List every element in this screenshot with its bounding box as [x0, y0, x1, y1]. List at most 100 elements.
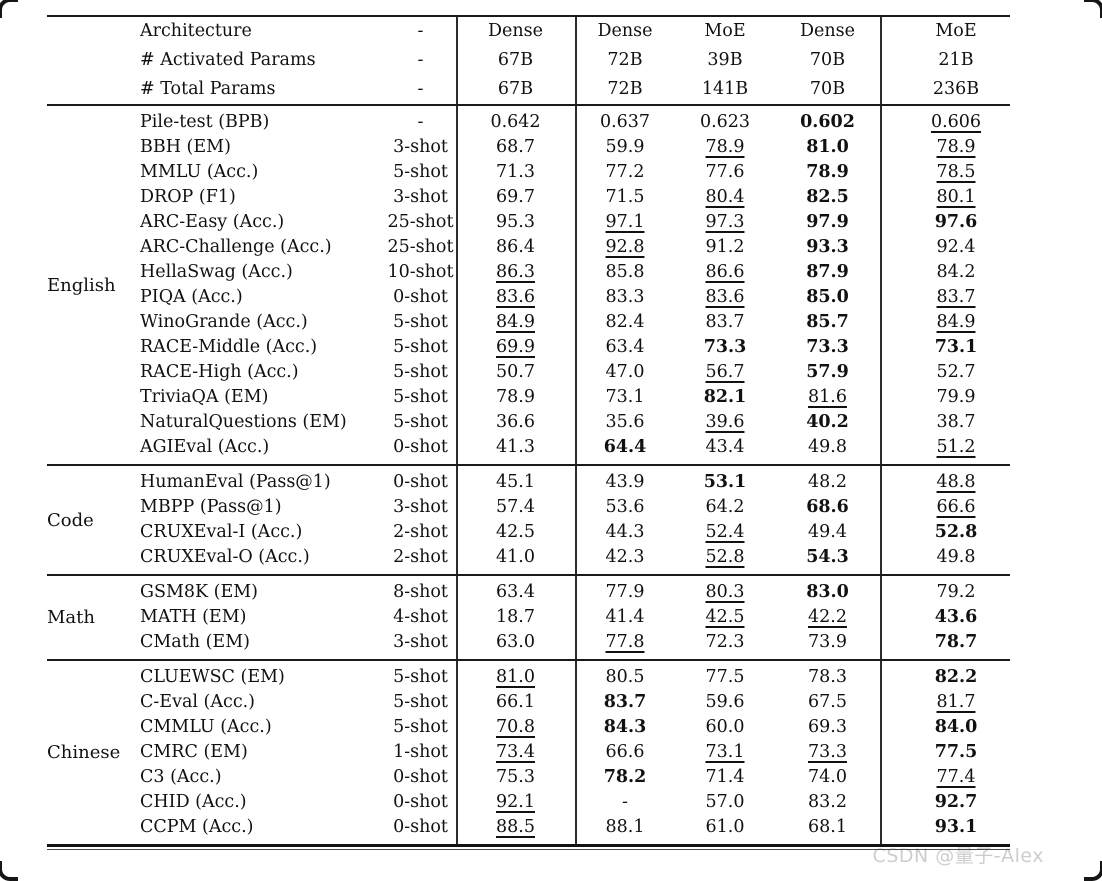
section-english: English Pile-test (BPB) - 0.642 0.637 0.623 0.…	[47, 106, 1010, 464]
score-cell: 84.3	[603, 717, 647, 737]
section-chinese: Chinese CLUEWSC (EM) 5-shot 81.0 80.5 77.5 78.…	[47, 661, 1010, 844]
score-cell: 86.6	[705, 262, 745, 282]
score-cell: 81.0	[806, 137, 849, 157]
score-cell: 95.3	[496, 212, 535, 232]
score-cell: 57.0	[705, 792, 745, 812]
section-divider-rule	[47, 464, 1010, 466]
score-cell: Dense	[597, 21, 653, 41]
shot-count: 0-shot	[393, 792, 448, 812]
score-cell: 69.3	[808, 717, 847, 737]
shot-count: 8-shot	[393, 582, 448, 602]
score-cell: 78.2	[603, 767, 647, 787]
score-cell: 83.6	[705, 287, 745, 307]
column-separator	[575, 661, 577, 844]
shot-count: 0-shot	[393, 817, 448, 837]
score-cell: 83.7	[603, 692, 647, 712]
score-cell: 38.7	[936, 412, 976, 432]
score-cell: 18.7	[496, 607, 535, 627]
table-body: English Pile-test (BPB) - 0.642 0.637 0.623 0.…	[47, 106, 1010, 844]
score-cell: 73.3	[806, 337, 849, 357]
score-cell: 78.9	[936, 137, 976, 157]
column-separator	[880, 661, 882, 844]
score-cell: 57.4	[496, 497, 535, 517]
score-cell: 41.4	[605, 607, 645, 627]
watermark: CSDN @量子-Alex	[872, 845, 1044, 867]
score-cell: 97.9	[806, 212, 849, 232]
score-cell: 78.9	[806, 162, 849, 182]
score-cell: 74.0	[808, 767, 847, 787]
header-label: Architecture	[140, 21, 252, 41]
score-cell: 79.2	[936, 582, 976, 602]
bottom-rule-line	[47, 848, 1010, 850]
score-cell: 73.3	[703, 337, 747, 357]
score-cell: 84.9	[496, 312, 535, 332]
score-cell: 61.0	[705, 817, 745, 837]
score-cell: 52.8	[705, 547, 745, 567]
benchmark-name: C-Eval (Acc.)	[140, 692, 256, 712]
score-cell: 36.6	[496, 412, 535, 432]
section-code: Code HumanEval (Pass@1) 0-shot 45.1 43.9 53.1…	[47, 466, 1010, 574]
section-grid: Code HumanEval (Pass@1) 0-shot 45.1 43.9 53.1…	[47, 466, 1010, 574]
shot-count: 0-shot	[393, 437, 448, 457]
score-cell: 78.3	[808, 667, 847, 687]
score-cell: 79.9	[936, 387, 976, 407]
score-cell: 70.8	[496, 717, 535, 737]
score-cell: 78.5	[936, 162, 976, 182]
rounded-corner-top-right	[1084, 0, 1102, 18]
score-cell: 0.602	[800, 112, 855, 132]
section-grid: Math GSM8K (EM) 8-shot 63.4 77.9 80.3 83.0 79.2…	[47, 576, 1010, 659]
score-cell: 88.1	[605, 817, 645, 837]
score-cell: 70B	[809, 79, 846, 99]
score-cell: 59.6	[705, 692, 745, 712]
score-cell: 73.1	[705, 742, 745, 762]
shot-count: 5-shot	[393, 412, 448, 432]
score-cell: 63.0	[496, 632, 535, 652]
benchmark-name: CLUEWSC (EM)	[140, 667, 285, 687]
score-cell: 71.5	[605, 187, 645, 207]
shot-count: 10-shot	[387, 262, 454, 282]
score-cell: 83.7	[705, 312, 745, 332]
section-label: Math	[47, 607, 95, 628]
score-cell: MoE	[935, 21, 977, 41]
header-spacer	[47, 75, 140, 104]
score-cell: 68.7	[496, 137, 535, 157]
benchmark-name: Pile-test (BPB)	[140, 112, 270, 132]
score-cell: 78.9	[496, 387, 535, 407]
score-cell: 63.4	[496, 582, 535, 602]
shot-count: 3-shot	[393, 137, 448, 157]
score-cell: 236B	[932, 79, 980, 99]
shot-count: 5-shot	[393, 312, 448, 332]
shot-count: 5-shot	[393, 162, 448, 182]
shot-count: 5-shot	[393, 337, 448, 357]
score-cell: 83.3	[605, 287, 645, 307]
benchmark-name: HellaSwag (Acc.)	[140, 262, 293, 282]
score-cell: 71.3	[496, 162, 535, 182]
score-cell: 68.1	[808, 817, 847, 837]
bottom-rule-line	[47, 844, 1010, 847]
score-cell: 43.6	[934, 607, 978, 627]
score-cell: 52.8	[934, 522, 978, 542]
benchmark-name: PIQA (Acc.)	[140, 287, 243, 307]
shot-count: 5-shot	[393, 667, 448, 687]
benchmark-name: WinoGrande (Acc.)	[140, 312, 308, 332]
rounded-corner-bottom-right	[1084, 861, 1102, 881]
header-spacer	[47, 46, 140, 75]
shot-count: 0-shot	[393, 472, 448, 492]
shot-count: 3-shot	[393, 497, 448, 517]
benchmark-name: CMMLU (Acc.)	[140, 717, 272, 737]
shot-count: 0-shot	[393, 767, 448, 787]
rounded-corner-top-left	[0, 0, 18, 18]
score-cell: 66.6	[605, 742, 645, 762]
score-cell: 64.4	[603, 437, 647, 457]
score-cell: 59.9	[605, 137, 645, 157]
benchmark-name: CRUXEval-I (Acc.)	[140, 522, 303, 542]
score-cell: 68.6	[806, 497, 849, 517]
score-cell: 0.642	[490, 112, 541, 132]
score-cell: 80.4	[705, 187, 745, 207]
benchmark-name: ARC-Challenge (Acc.)	[140, 237, 332, 257]
score-cell: Dense	[488, 21, 543, 41]
benchmark-table: Architecture - Dense Dense MoE Dense MoE # Acti…	[47, 15, 1010, 850]
score-cell: 92.8	[605, 237, 645, 257]
column-separator	[456, 661, 458, 844]
score-cell: 92.7	[934, 792, 978, 812]
